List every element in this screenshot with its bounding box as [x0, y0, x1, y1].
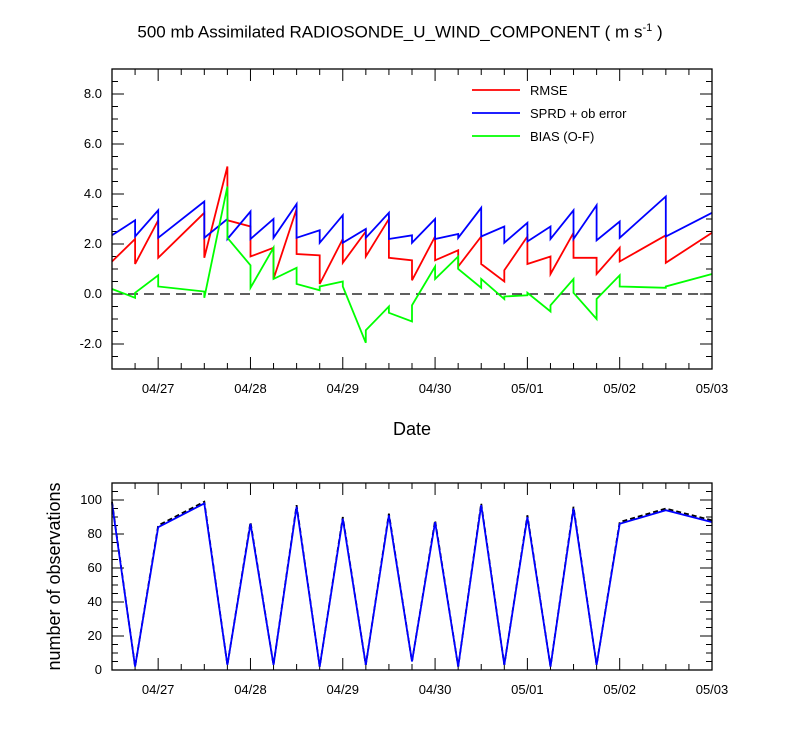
- series-bias-o-f-line: [111, 186, 713, 344]
- x-tick-label: 04/28: [234, 381, 267, 396]
- legend-rmse-label: RMSE: [530, 83, 568, 98]
- plot-frame: [111, 482, 713, 671]
- x-axis-title: Date: [393, 419, 431, 439]
- x-tick-label: 05/03: [696, 682, 729, 697]
- y-tick-label: 20: [88, 628, 102, 643]
- x-tick-label: 05/01: [511, 381, 544, 396]
- y-axis-title: number of observations: [44, 482, 64, 670]
- x-tick-label: 04/30: [419, 682, 452, 697]
- legend-sprd-ob-error-label: SPRD + ob error: [530, 106, 627, 121]
- x-tick-label: 05/02: [603, 381, 636, 396]
- y-tick-label: 0.0: [84, 286, 102, 301]
- y-tick-label: 2.0: [84, 236, 102, 251]
- series-rmse-line: [111, 166, 713, 285]
- title-text: 500 mb Assimilated RADIOSONDE_U_WIND_COM…: [137, 22, 643, 42]
- title-close: ): [652, 22, 663, 42]
- y-tick-label: 60: [88, 560, 102, 575]
- y-tick-label: -2.0: [80, 336, 102, 351]
- y-tick-label: 4.0: [84, 186, 102, 201]
- legend-bias-o-f-label: BIAS (O-F): [530, 129, 594, 144]
- x-tick-label: 04/27: [142, 381, 175, 396]
- plot-frame: [111, 68, 713, 370]
- x-tick-label: 04/28: [234, 682, 267, 697]
- title-superscript: -1: [642, 22, 653, 34]
- series-1-line: [111, 502, 713, 667]
- x-tick-label: 04/29: [326, 381, 359, 396]
- series-sprd-ob-error-line: [111, 194, 713, 246]
- x-tick-label: 04/30: [419, 381, 452, 396]
- x-tick-label: 05/02: [603, 682, 636, 697]
- y-tick-label: 100: [80, 492, 102, 507]
- x-tick-label: 04/27: [142, 682, 175, 697]
- x-tick-label: 05/03: [696, 381, 729, 396]
- chart-title: 500 mb Assimilated RADIOSONDE_U_WIND_COM…: [0, 22, 800, 43]
- top-panel: 04/27 04/28 04/29 04/30 05/01 05/02 05/03 -2.0 0…: [80, 68, 729, 439]
- x-tick-label: 05/01: [511, 682, 544, 697]
- y-tick-label: 0: [95, 662, 102, 677]
- y-tick-label: 8.0: [84, 86, 102, 101]
- y-tick-label: 6.0: [84, 136, 102, 151]
- y-tick-label: 40: [88, 594, 102, 609]
- y-tick-label: 80: [88, 526, 102, 541]
- x-tick-label: 04/29: [326, 682, 359, 697]
- bottom-panel: 04/27 04/28 04/29 04/30 05/01 05/02 05/03 0 20 40…: [44, 482, 728, 697]
- series-0-line: [111, 500, 713, 667]
